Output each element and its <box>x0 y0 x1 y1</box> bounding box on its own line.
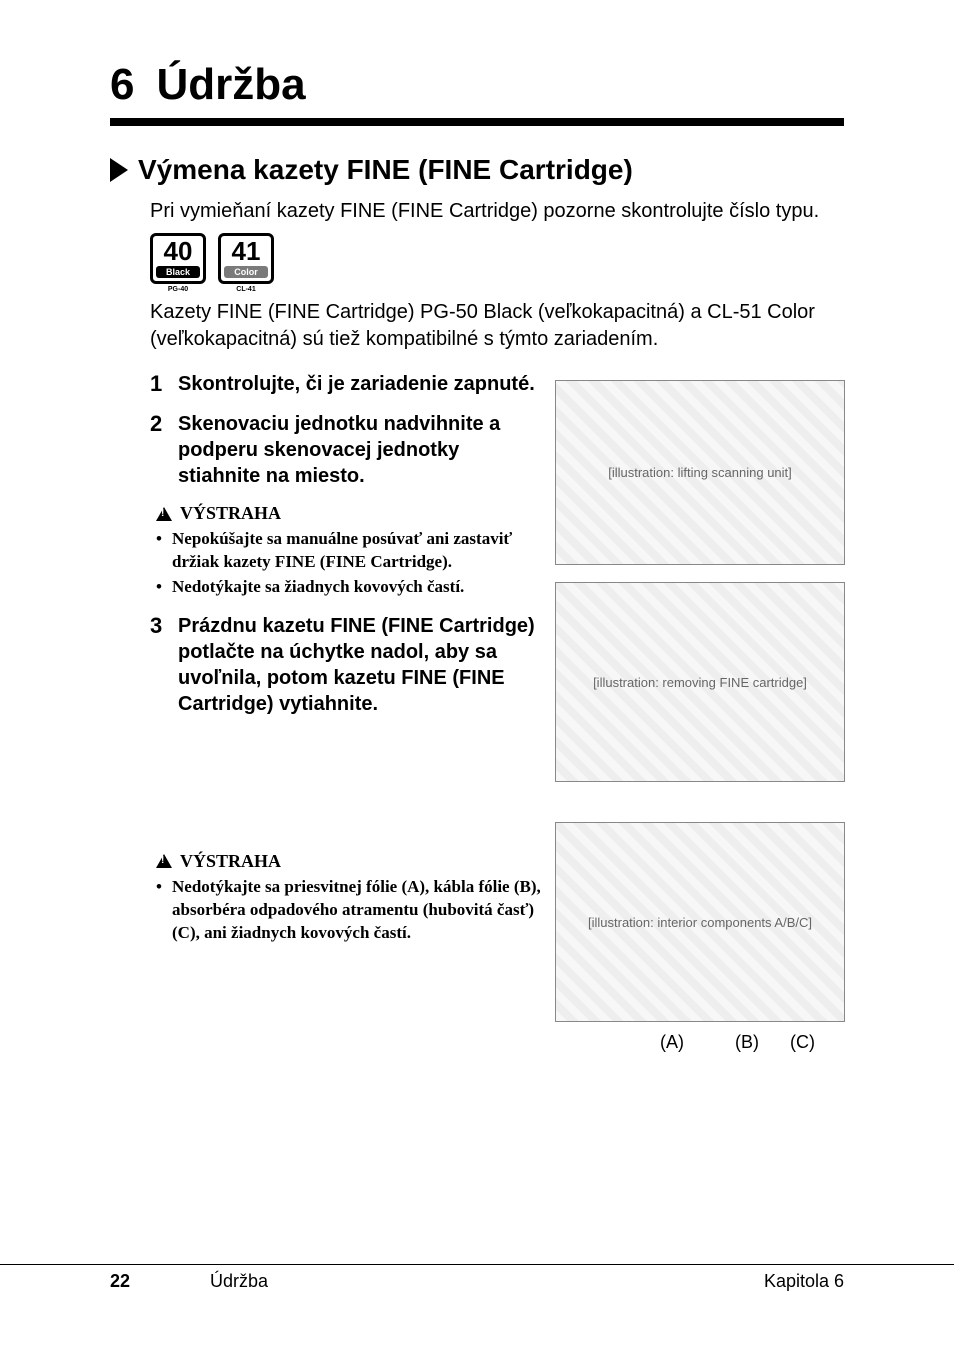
cartridge-color: 41 Color CL-41 <box>218 233 274 293</box>
cartridge-black: 40 Black PG-40 <box>150 233 206 293</box>
step-3-text: Prázdnu kazetu FINE (FINE Cartridge) pot… <box>178 613 538 717</box>
cartridge-color-band: Color <box>224 266 268 278</box>
step-3-number: 3 <box>150 613 178 717</box>
cartridge-color-code: CL-41 <box>218 286 274 293</box>
warning-label: VÝSTRAHA <box>180 503 281 524</box>
warning-icon <box>156 854 172 868</box>
chapter-heading: 6 Údržba <box>110 60 844 110</box>
step-2-text: Skenovaciu jednotku nadvihnite a podperu… <box>178 411 538 489</box>
step-1-text: Skontrolujte, či je zariadenie zapnuté. <box>178 371 535 397</box>
warning-2-bullet-1: Nedotýkajte sa priesvitnej fólie (A), ká… <box>156 876 551 945</box>
step-1-number: 1 <box>150 371 178 397</box>
compatibility-note: Kazety FINE (FINE Cartridge) PG-50 Black… <box>150 299 844 353</box>
cartridge-black-code: PG-40 <box>150 286 206 293</box>
cartridge-color-number: 41 <box>221 238 271 264</box>
chapter-rule <box>110 118 844 126</box>
label-a: (A) <box>660 1032 684 1053</box>
warning-label: VÝSTRAHA <box>180 851 281 872</box>
chapter-title: Údržba <box>156 60 305 110</box>
section-title: Výmena kazety FINE (FINE Cartridge) <box>138 154 633 186</box>
section-heading: Výmena kazety FINE (FINE Cartridge) <box>110 154 844 186</box>
step-2-number: 2 <box>150 411 178 489</box>
chapter-number: 6 <box>110 60 134 110</box>
warning-1-bullet-1: Nepokúšajte sa manuálne posúvať ani zast… <box>156 528 551 574</box>
cartridge-icons: 40 Black PG-40 41 Color CL-41 <box>150 233 844 293</box>
illustration-interior-parts: [illustration: interior components A/B/C… <box>555 822 845 1022</box>
footer-chapter: Kapitola 6 <box>764 1271 844 1292</box>
page-footer: 22 Údržba Kapitola 6 <box>0 1264 954 1292</box>
cartridge-black-band: Black <box>156 266 200 278</box>
label-b: (B) <box>735 1032 759 1053</box>
footer-section: Údržba <box>210 1271 268 1292</box>
label-c: (C) <box>790 1032 815 1053</box>
cartridge-black-number: 40 <box>153 238 203 264</box>
warning-1-bullet-2: Nedotýkajte sa žiadnych kovových častí. <box>156 576 551 599</box>
page-number: 22 <box>110 1271 130 1292</box>
illustration-lift-scanner: [illustration: lifting scanning unit] <box>555 380 845 565</box>
warning-icon <box>156 507 172 521</box>
illustration-remove-cartridge: [illustration: removing FINE cartridge] <box>555 582 845 782</box>
triangle-right-icon <box>110 158 128 182</box>
intro-text: Pri vymieňaní kazety FINE (FINE Cartridg… <box>150 200 844 223</box>
